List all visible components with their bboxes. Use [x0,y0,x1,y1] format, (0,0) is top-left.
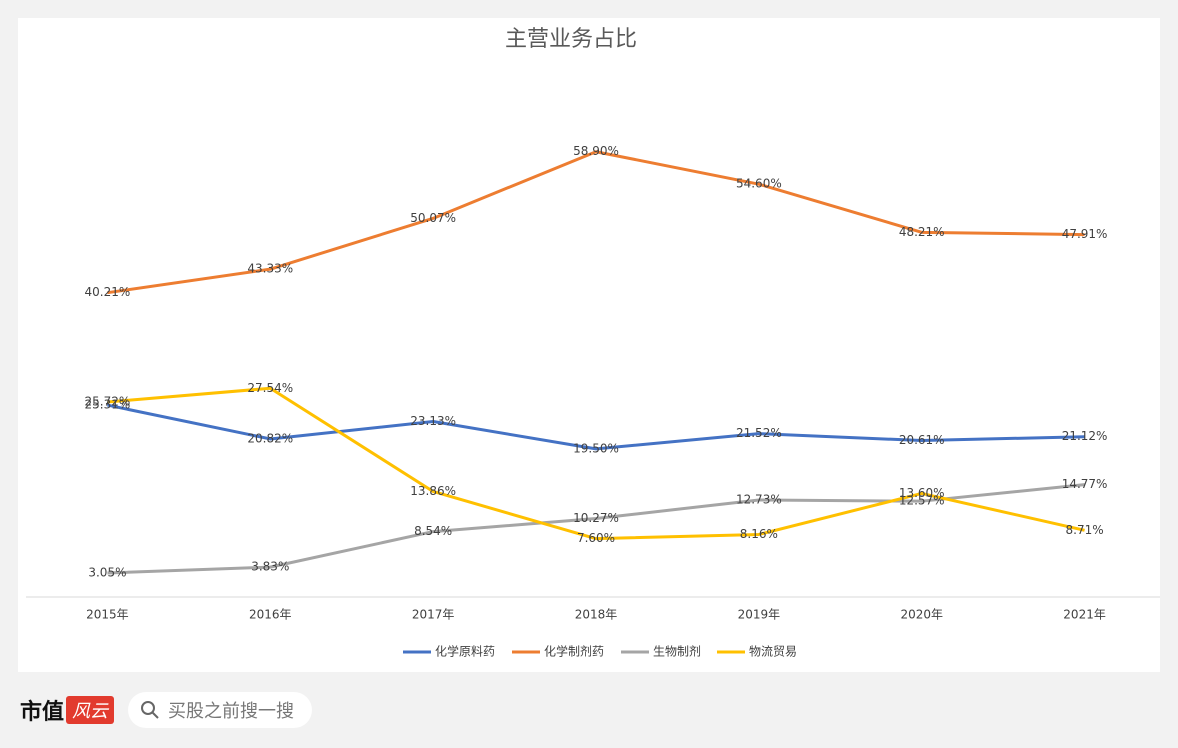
search-box[interactable]: 买股之前搜一搜 [128,692,313,728]
legend-label: 生物制剂 [653,644,701,659]
data-label: 21.52% [736,426,782,440]
chart: 主营业务占比 2015年 2016年 2017年 2018年 2019年 2020年 202… [26,27,1160,659]
search-icon [141,701,159,719]
search-text: 买股之前搜一搜 [168,701,295,722]
data-label: 47.91% [1062,227,1108,241]
x-tick-label: 2017年 [412,608,455,622]
data-label: 10.27% [573,511,619,525]
footer: 市值 风云 买股之前搜一搜 [20,690,313,730]
data-label: 20.82% [247,431,293,445]
legend-label: 化学原料药 [435,644,495,659]
data-label: 25.31% [85,398,131,412]
data-label: 3.83% [251,560,289,574]
data-label: 21.12% [1062,429,1108,443]
x-tick-label: 2019年 [738,608,781,622]
data-label: 13.60% [899,486,945,500]
chart-card: 主营业务占比 2015年 2016年 2017年 2018年 2019年 2020年 202… [18,18,1160,672]
data-label: 40.21% [85,285,131,299]
data-label: 12.57% [899,494,945,508]
data-label: 8.16% [740,527,778,541]
data-label: 13.86% [410,484,456,498]
brand-mark: 风云 [66,696,115,724]
data-label: 25.72% [85,394,131,408]
legend-label: 化学制剂药 [544,644,604,659]
x-tick-label: 2015年 [86,608,129,622]
data-label: 20.61% [899,433,945,447]
chart-title: 主营业务占比 [505,27,637,52]
series-line [107,150,1085,295]
data-label: 8.71% [1066,523,1104,537]
data-label: 54.60% [736,177,782,191]
data-label: 12.73% [736,492,782,506]
data-label: 43.33% [247,262,293,276]
x-tick-label: 2016年 [249,608,292,622]
data-label: 19.50% [573,441,619,455]
series-line [107,403,1085,451]
data-label: 50.07% [410,211,456,225]
x-tick-label: 2018年 [575,608,618,622]
data-label: 8.54% [414,524,452,538]
data-label: 7.60% [577,531,615,545]
series-line [107,483,1085,575]
brand: 市值 [20,699,65,725]
data-label: 14.77% [1062,477,1108,491]
data-label: 48.21% [899,225,945,239]
x-tick-label: 2020年 [900,608,943,622]
data-label: 27.54% [247,381,293,395]
data-label: 23.13% [410,414,456,428]
legend-label: 物流贸易 [749,645,797,659]
series-line [107,386,1085,541]
x-tick-label: 2021年 [1063,608,1106,622]
data-label: 3.05% [88,565,126,579]
data-label: 58.90% [573,144,619,158]
